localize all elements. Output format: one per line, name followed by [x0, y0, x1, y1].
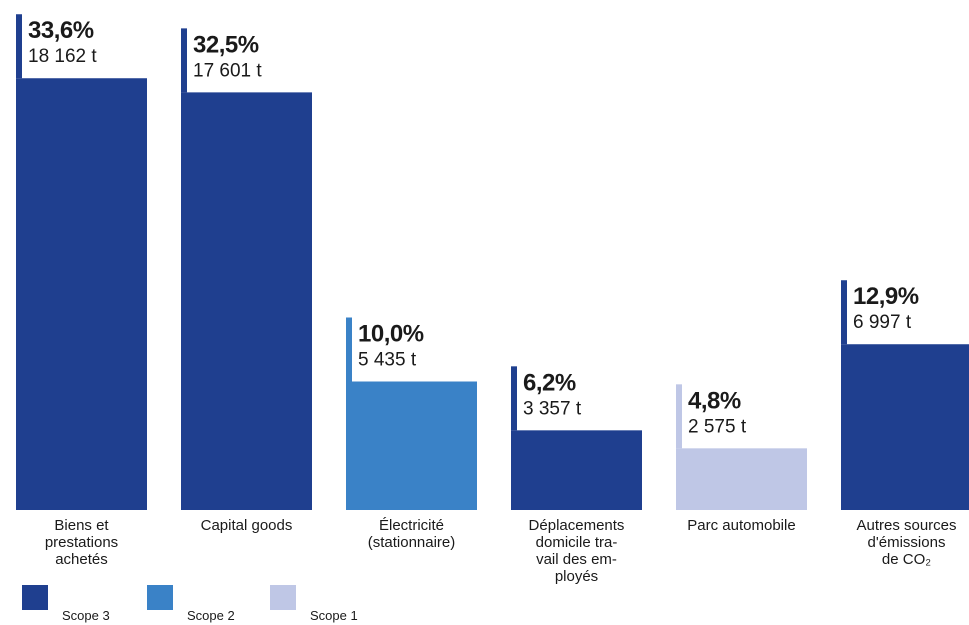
data-label-tonnes: 5 435 t	[358, 350, 417, 371]
category-label: prestations	[45, 534, 118, 551]
category-label: Électricité	[379, 517, 444, 534]
data-label-percent: 4,8%	[688, 387, 741, 414]
bar-accent-line	[511, 366, 517, 431]
data-label-percent: 6,2%	[523, 369, 576, 396]
category-label: achetés	[55, 551, 108, 568]
data-label-percent: 12,9%	[853, 283, 919, 310]
bar-accent-line	[346, 317, 352, 382]
category-label: Parc automobile	[687, 517, 795, 534]
bar-accent-line	[676, 384, 682, 449]
legend-swatch	[147, 585, 173, 610]
legend-label: Scope 1	[310, 608, 358, 623]
legend-swatch	[270, 585, 296, 610]
data-label-tonnes: 2 575 t	[688, 416, 747, 437]
category-label: ployés	[555, 568, 598, 585]
category-label: Autres sources	[856, 517, 956, 534]
legend-label: Scope 2	[187, 608, 235, 623]
data-label-percent: 10,0%	[358, 321, 424, 348]
data-label-percent: 32,5%	[193, 31, 259, 58]
bar-accent-line	[16, 14, 22, 79]
category-label: (stationnaire)	[368, 534, 456, 551]
bar-accent-line	[181, 28, 187, 93]
category-label: vail des em-	[536, 551, 617, 568]
data-label-tonnes: 18 162 t	[28, 46, 97, 67]
bar-accent-line	[841, 280, 847, 345]
bar	[511, 430, 642, 510]
data-label-tonnes: 6 997 t	[853, 312, 912, 333]
data-label-percent: 33,6%	[28, 17, 94, 44]
category-label: d'émissions	[868, 534, 946, 551]
legend-label: Scope 3	[62, 608, 110, 623]
category-label: de CO₂	[882, 551, 931, 568]
bar	[841, 344, 969, 510]
category-label: Biens et	[54, 517, 109, 534]
data-label-tonnes: 3 357 t	[523, 398, 582, 419]
bar	[181, 92, 312, 510]
bar	[16, 78, 147, 511]
category-label: Déplacements	[529, 517, 625, 534]
legend-swatch	[22, 585, 48, 610]
category-label: domicile tra-	[536, 534, 618, 551]
data-label-tonnes: 17 601 t	[193, 60, 262, 81]
category-label: Capital goods	[201, 517, 293, 534]
bar	[346, 381, 477, 510]
bar	[676, 448, 807, 510]
